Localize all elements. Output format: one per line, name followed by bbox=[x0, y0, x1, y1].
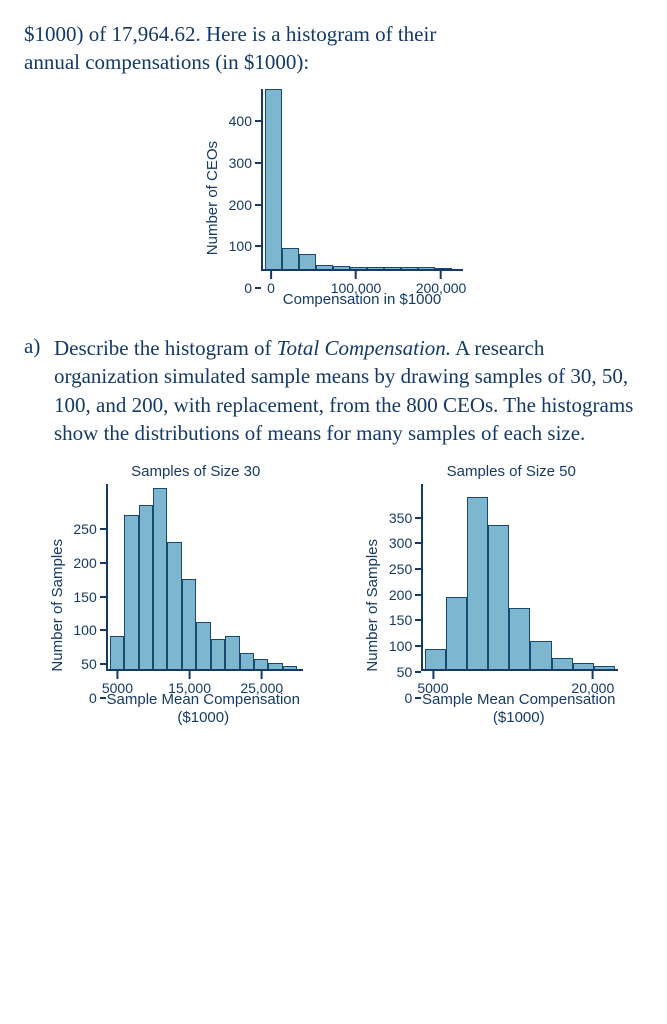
histogram-bar bbox=[594, 666, 615, 669]
histogram-bar bbox=[268, 663, 282, 670]
histogram-bar bbox=[167, 542, 181, 670]
question-label: a) bbox=[24, 334, 46, 447]
chart50-title: Samples of Size 50 bbox=[447, 463, 576, 480]
intro-text: $1000) of 17,964.62. Here is a histogram… bbox=[24, 20, 643, 77]
chart50-plot bbox=[421, 484, 618, 671]
histogram-bar bbox=[282, 248, 299, 269]
question-a: a) Describe the histogram of Total Compe… bbox=[24, 334, 643, 447]
histogram-bar bbox=[418, 267, 435, 268]
histogram-bar bbox=[573, 663, 594, 669]
main-chart-plot bbox=[261, 89, 463, 271]
histogram-bar bbox=[333, 266, 350, 269]
chart30-xaxis: 500015,00025,000 bbox=[106, 671, 301, 689]
histogram-bar bbox=[240, 653, 254, 670]
chart30-yaxis: 050100150200250 bbox=[68, 513, 106, 698]
intro-line-1: $1000) of 17,964.62. Here is a histogram… bbox=[24, 22, 436, 46]
histogram-bar bbox=[265, 89, 282, 269]
histogram-bar bbox=[153, 488, 167, 670]
histogram-bar bbox=[425, 649, 446, 670]
chart-size-50: Samples of Size 50 Number of Samples 050… bbox=[340, 463, 644, 726]
histogram-bar bbox=[196, 622, 210, 669]
histogram-bar bbox=[139, 505, 153, 670]
histogram-bar bbox=[299, 254, 316, 269]
main-histogram: Number of CEOs 0100200300400 0100,000200… bbox=[24, 89, 643, 308]
histogram-bar bbox=[211, 639, 225, 669]
chart30-plot bbox=[106, 484, 303, 671]
histogram-bar bbox=[446, 597, 467, 669]
chart50-yaxis: 050100150200250300350 bbox=[383, 513, 421, 698]
histogram-bar bbox=[530, 641, 551, 669]
histogram-bar bbox=[182, 579, 196, 670]
histogram-bar bbox=[283, 666, 297, 669]
question-text: Describe the histogram of Total Compensa… bbox=[54, 334, 643, 447]
sample-histograms-row: Samples of Size 30 Number of Samples 050… bbox=[24, 463, 643, 726]
histogram-bar bbox=[552, 658, 573, 669]
histogram-bar bbox=[509, 608, 530, 670]
main-chart-xaxis: 0100,000200,000 bbox=[261, 271, 461, 289]
histogram-bar bbox=[254, 659, 268, 669]
chart50-ylabel: Number of Samples bbox=[364, 539, 381, 672]
chart30-ylabel: Number of Samples bbox=[49, 539, 66, 672]
intro-line-2: annual compensations (in $1000): bbox=[24, 50, 309, 74]
chart50-xaxis: 500020,000 bbox=[421, 671, 616, 689]
histogram-bar bbox=[225, 636, 239, 670]
histogram-bar bbox=[435, 268, 452, 269]
histogram-bar bbox=[384, 267, 401, 269]
chart50-xlabel: Sample Mean Compensation($1000) bbox=[421, 691, 616, 726]
histogram-bar bbox=[401, 267, 418, 269]
histogram-bar bbox=[467, 497, 488, 669]
chart30-title: Samples of Size 30 bbox=[131, 463, 260, 480]
histogram-bar bbox=[367, 267, 384, 269]
histogram-bar bbox=[350, 267, 367, 269]
chart-size-30: Samples of Size 30 Number of Samples 050… bbox=[24, 463, 328, 726]
chart30-xlabel: Sample Mean Compensation($1000) bbox=[106, 691, 301, 726]
histogram-bar bbox=[110, 636, 124, 670]
main-chart-yaxis: 0100200300400 bbox=[223, 108, 261, 288]
histogram-bar bbox=[316, 265, 333, 269]
question-lead: Describe the histogram of bbox=[54, 336, 277, 360]
histogram-bar bbox=[124, 515, 138, 670]
histogram-bar bbox=[488, 525, 509, 669]
main-chart-ylabel: Number of CEOs bbox=[204, 141, 221, 255]
question-italic: Total Compensation. bbox=[277, 336, 451, 360]
